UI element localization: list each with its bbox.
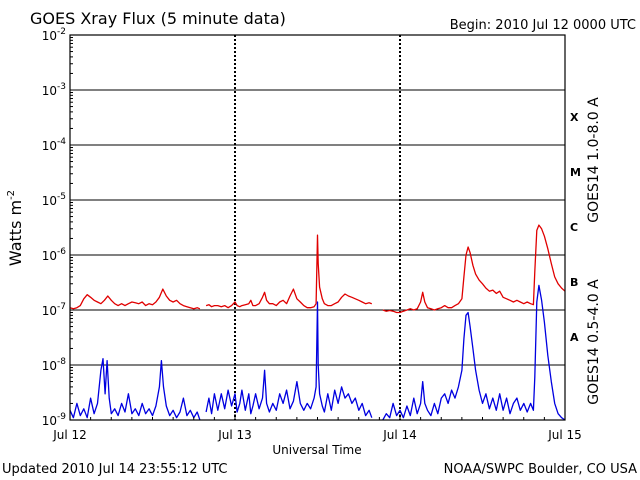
updated-timestamp: Updated 2010 Jul 14 23:55:12 UTC bbox=[2, 462, 227, 477]
grid-lines bbox=[70, 34, 565, 421]
x-tick-label: Jul 14 bbox=[382, 428, 417, 442]
flare-class-a: A bbox=[570, 331, 579, 344]
y-tick-label: 10-4 bbox=[42, 137, 67, 153]
y-tick-mantissa: 10 bbox=[42, 304, 57, 318]
y-axis-ticks: 10-210-310-410-510-610-710-810-9 bbox=[42, 27, 75, 428]
y-axis-label-exponent: -2 bbox=[6, 190, 17, 200]
x-tick-label: Jul 15 bbox=[547, 428, 582, 442]
y-tick-mantissa: 10 bbox=[42, 139, 57, 153]
chart-header: GOES Xray Flux (5 minute data) Begin: 20… bbox=[30, 9, 636, 33]
series-short-channel-line bbox=[69, 284, 566, 421]
y-tick-exponent: -8 bbox=[57, 357, 66, 367]
day-dividers bbox=[234, 35, 401, 420]
y-tick-exponent: -6 bbox=[57, 247, 66, 257]
y-tick-exponent: -4 bbox=[57, 137, 66, 147]
plot-frame bbox=[69, 34, 566, 421]
y-tick-mantissa: 10 bbox=[42, 359, 57, 373]
credit-label: NOAA/SWPC Boulder, CO USA bbox=[444, 462, 637, 477]
y-tick-exponent: -5 bbox=[57, 192, 66, 202]
x-tick-label: Jul 12 bbox=[52, 428, 87, 442]
y-tick-label: 10-7 bbox=[42, 302, 66, 318]
y-tick-mantissa: 10 bbox=[42, 84, 57, 98]
y-tick-label: 10-3 bbox=[42, 82, 66, 98]
y-tick-mantissa: 10 bbox=[42, 414, 57, 428]
y-tick-exponent: -9 bbox=[57, 412, 66, 422]
legend-short-channel: GOES14 0.5-4.0 A bbox=[586, 279, 602, 405]
y-tick-label: 10-2 bbox=[42, 27, 66, 43]
y-tick-mantissa: 10 bbox=[42, 194, 57, 208]
flare-class-x: X bbox=[570, 111, 579, 124]
chart-title: GOES Xray Flux (5 minute data) bbox=[30, 9, 286, 28]
series-layer bbox=[69, 224, 566, 421]
flare-class-c: C bbox=[570, 221, 578, 234]
x-axis-label: Universal Time bbox=[272, 443, 361, 457]
series-long-channel-line bbox=[69, 224, 566, 314]
y-tick-label: 10-8 bbox=[42, 357, 67, 373]
y-tick-mantissa: 10 bbox=[42, 29, 57, 43]
legend-long-channel: GOES14 1.0-8.0 A bbox=[586, 97, 602, 223]
flare-class-labels: X M C B A bbox=[570, 111, 581, 344]
flare-class-b: B bbox=[570, 276, 578, 289]
y-tick-exponent: -2 bbox=[57, 27, 66, 37]
y-tick-exponent: -3 bbox=[57, 82, 66, 92]
y-axis-label-text: Watts m bbox=[6, 200, 25, 266]
flare-class-m: M bbox=[570, 166, 581, 179]
x-tick-label: Jul 13 bbox=[217, 428, 252, 442]
y-axis-label: Watts m-2 bbox=[6, 190, 25, 266]
x-axis-ticks: Jul 12 Jul 13 Jul 14 Jul 15 bbox=[52, 414, 582, 442]
y-tick-label: 10-9 bbox=[42, 412, 67, 428]
y-tick-label: 10-6 bbox=[42, 247, 67, 263]
y-tick-exponent: -7 bbox=[57, 302, 66, 312]
y-tick-mantissa: 10 bbox=[42, 249, 57, 263]
y-tick-label: 10-5 bbox=[42, 192, 66, 208]
chart-footer: Updated 2010 Jul 14 23:55:12 UTC NOAA/SW… bbox=[2, 462, 637, 477]
begin-label: Begin: 2010 Jul 12 0000 UTC bbox=[450, 18, 636, 33]
